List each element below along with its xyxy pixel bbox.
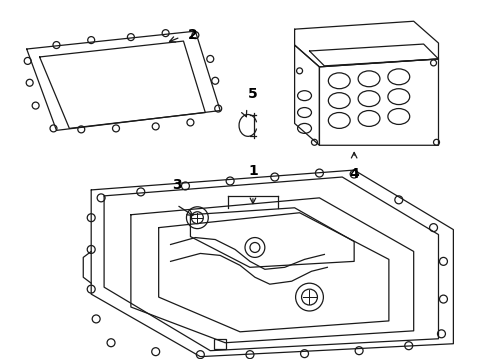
Text: 5: 5 (248, 87, 258, 100)
Text: 1: 1 (248, 164, 258, 178)
Bar (214, 339, 226, 349)
Text: 4: 4 (349, 167, 359, 181)
Text: 2: 2 (188, 28, 197, 42)
Text: 3: 3 (172, 178, 181, 192)
